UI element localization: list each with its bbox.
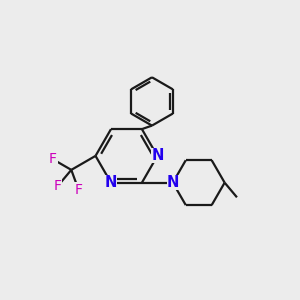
Text: N: N <box>167 175 179 190</box>
Text: F: F <box>54 179 62 193</box>
Text: F: F <box>49 152 57 166</box>
Text: F: F <box>75 183 83 197</box>
Text: N: N <box>151 148 164 164</box>
Text: N: N <box>105 175 117 190</box>
